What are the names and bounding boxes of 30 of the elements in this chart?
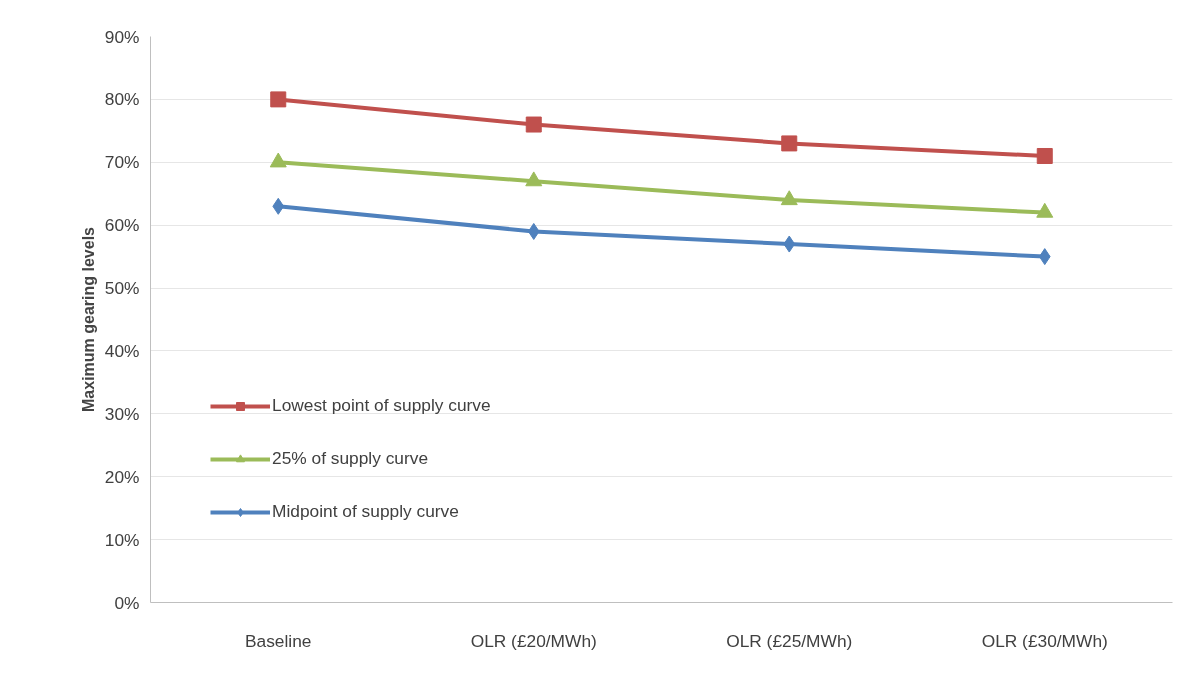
point: [272, 197, 285, 215]
point: [269, 152, 287, 168]
y-tick-label: 90%: [104, 26, 140, 47]
y-axis-title: Maximum gearing levels: [79, 226, 97, 412]
y-tick-label: 20%: [104, 466, 140, 487]
y-tick-label: 70%: [104, 152, 140, 173]
point: [1036, 202, 1054, 218]
y-tick-label: 50%: [104, 278, 140, 299]
point: [1036, 147, 1053, 164]
point: [781, 135, 798, 152]
y-tick-label: 40%: [104, 340, 140, 361]
x-tick-label: OLR (£20/MWh): [470, 630, 597, 651]
y-tick-label: 80%: [104, 89, 140, 110]
point: [270, 91, 287, 108]
point: [780, 190, 798, 206]
y-tick-label: 0%: [114, 592, 140, 613]
point: [525, 116, 542, 133]
legend-label: Lowest point of supply curve: [272, 395, 491, 416]
point: [527, 222, 540, 240]
y-tick-label: 30%: [104, 403, 140, 424]
point: [1038, 248, 1051, 266]
legend-label: Midpoint of supply curve: [272, 501, 459, 522]
y-tick-label: 10%: [104, 529, 140, 550]
x-tick-label: OLR (£30/MWh): [981, 630, 1108, 651]
point: [783, 235, 796, 253]
y-tick-label: 60%: [104, 215, 140, 236]
point: [525, 171, 543, 187]
x-tick-label: Baseline: [245, 630, 312, 651]
legend-label: 25% of supply curve: [272, 448, 429, 469]
x-tick-label: OLR (£25/MWh): [726, 630, 853, 651]
